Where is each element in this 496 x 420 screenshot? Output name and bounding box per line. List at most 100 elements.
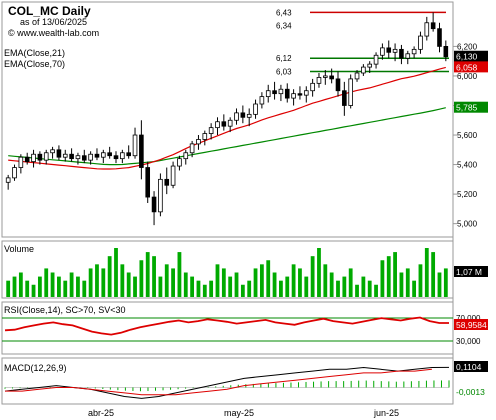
ema21-tag-bg [454, 61, 488, 73]
candle-up [177, 158, 182, 167]
candle-down [164, 178, 170, 186]
candle-up [12, 167, 17, 179]
volume-bar [399, 272, 404, 297]
candle-up [158, 178, 163, 213]
volume-bar [317, 248, 321, 297]
candle-up [208, 127, 214, 134]
volume-bar [171, 268, 175, 297]
volume-bar [37, 276, 42, 297]
rsi-title: RSI(Close,14), SC>70, SV<30 [4, 305, 126, 315]
volume-bar [6, 280, 11, 297]
volume-bar [247, 280, 252, 297]
volume-bar [164, 264, 169, 297]
volume-bar [412, 280, 417, 297]
candle-up [367, 63, 373, 68]
candle-up [234, 112, 239, 121]
volume-bar [215, 264, 220, 297]
volume-bar [405, 268, 410, 297]
volume-bar [57, 276, 61, 297]
close-tag: 6,130 [456, 52, 478, 62]
volume-bar [386, 256, 391, 297]
candle-up [392, 48, 398, 53]
volume-bar [418, 264, 423, 297]
candle-down [56, 149, 62, 158]
candle-up [265, 90, 271, 98]
macd-title: MACD(12,26,9) [4, 363, 67, 373]
candle-down [113, 155, 119, 160]
ema-lines [8, 66, 446, 170]
x-label-jun: jun-25 [373, 408, 399, 418]
volume-bar [393, 252, 397, 297]
candle-up [5, 177, 11, 183]
candle-up [291, 93, 296, 99]
volume-bar [234, 272, 239, 297]
candle-down [145, 167, 151, 198]
ema70-legend: EMA(Close,70) [4, 59, 65, 69]
volume-bar [18, 272, 23, 297]
candle-up [101, 152, 106, 158]
candle-down [399, 48, 404, 59]
volume-bar [342, 276, 347, 297]
candle-up [189, 143, 195, 154]
volume-bar [221, 268, 226, 297]
y-tick-label: 6,200 [457, 42, 478, 51]
candle-up [170, 165, 176, 186]
volume-bar [126, 272, 131, 297]
volume-bar [240, 284, 245, 297]
candle-up [310, 82, 315, 92]
volume-bars [6, 248, 448, 297]
volume-bar [196, 280, 201, 297]
candle-up [424, 22, 430, 37]
site-credit: © www.wealth-lab.com [8, 28, 99, 38]
volume-bar [348, 268, 353, 297]
volume-bar [285, 276, 290, 297]
volume-bar [44, 268, 49, 297]
candle-up [62, 153, 68, 158]
volume-bar [272, 272, 277, 297]
volume-bar [133, 276, 137, 297]
volume-bar [152, 256, 156, 297]
ema21-legend: EMA(Close,21) [4, 48, 65, 58]
candle-down [139, 134, 144, 168]
volume-bar [95, 264, 99, 297]
volume-bar [380, 260, 385, 297]
candle-up [354, 72, 360, 80]
level-label: 6,03 [276, 68, 292, 77]
volume-bar [228, 276, 233, 297]
candle-up [18, 156, 24, 168]
volume-bar [437, 272, 442, 297]
macd-tag-bg [454, 361, 488, 372]
volume-bar [298, 268, 302, 297]
volume-bar [145, 252, 150, 297]
candle-down [329, 75, 334, 80]
candle-down [240, 112, 246, 118]
rsi-tag: 58,9584 [456, 320, 487, 330]
candle-up [183, 152, 189, 160]
candle-up [373, 54, 379, 65]
candle-up [316, 77, 322, 84]
candle-up [43, 152, 49, 161]
candle-down [107, 152, 112, 157]
volume-bar [374, 284, 378, 297]
volume-bar [158, 276, 163, 297]
volume-bar [69, 272, 74, 297]
macd-line [4, 366, 450, 399]
candle-up [348, 78, 353, 106]
as-of-date: as of 13/06/2025 [20, 17, 87, 27]
volume-bar [431, 252, 436, 297]
x-label-may: may-25 [224, 408, 254, 418]
ema21-tag: 6,058 [456, 62, 478, 72]
volume-panel-frame [1, 240, 454, 299]
volume-bar [259, 264, 264, 297]
candle-up [278, 88, 284, 95]
volume-bar [323, 264, 328, 297]
candle-down [69, 153, 74, 160]
volume-bar [304, 276, 309, 297]
candle-down [443, 46, 449, 58]
candle-up [323, 75, 328, 78]
level-label: 6,43 [276, 8, 292, 17]
volume-bar [120, 264, 125, 297]
volume-bar [310, 256, 315, 297]
